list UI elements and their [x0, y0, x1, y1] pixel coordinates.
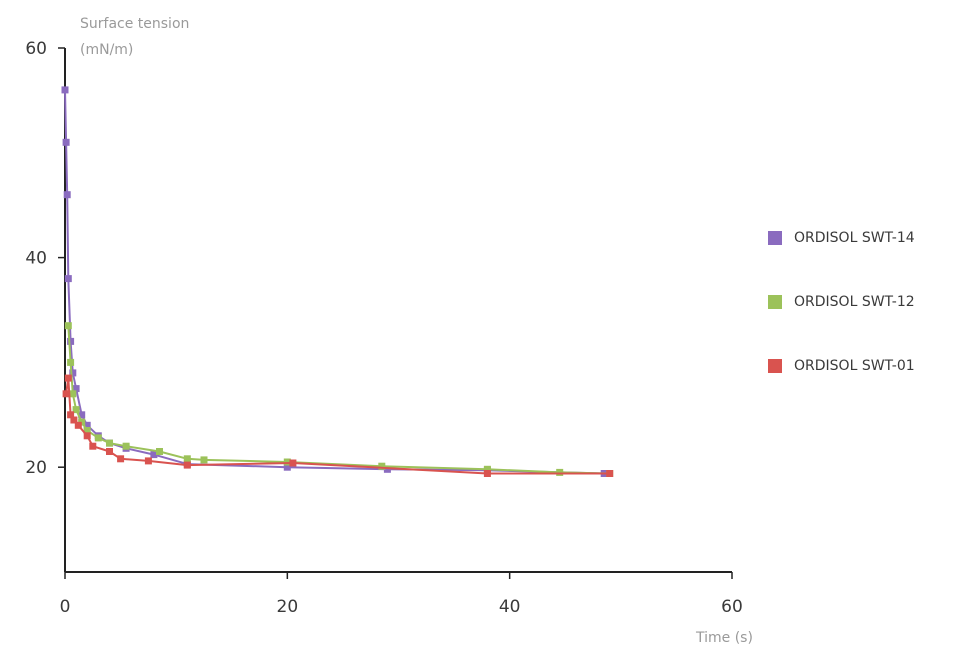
data-point: [64, 374, 72, 382]
data-point: [117, 455, 125, 463]
data-point: [289, 459, 297, 467]
data-point: [383, 465, 391, 473]
legend-label-swt-01: ORDISOL SWT-01: [794, 358, 915, 374]
data-point: [106, 448, 113, 455]
data-point: [83, 421, 91, 429]
data-point: [200, 456, 208, 464]
data-point: [183, 461, 191, 469]
data-point: [61, 86, 69, 94]
data-point: [378, 462, 386, 470]
legend-label-swt-12: ORDISOL SWT-12: [794, 294, 915, 310]
data-point: [72, 406, 80, 414]
series-ordisol-swt-01: [62, 374, 614, 477]
data-point: [122, 442, 130, 450]
y-tick-label: 60: [25, 39, 47, 59]
x-tick-label: 40: [499, 597, 521, 617]
data-point: [150, 451, 158, 459]
y-axis-title-line1: Surface tension: [80, 16, 189, 32]
data-point: [62, 138, 70, 146]
data-point: [78, 411, 86, 419]
data-point: [283, 458, 291, 466]
data-point: [74, 421, 82, 429]
data-point: [483, 465, 491, 473]
y-tick-label: 40: [25, 249, 47, 269]
data-point: [483, 470, 491, 477]
data-point: [183, 455, 191, 463]
data-point: [156, 448, 163, 455]
data-point: [67, 411, 75, 419]
series-ordisol-swt-14: [61, 86, 608, 477]
data-point: [69, 369, 77, 377]
data-point: [69, 390, 77, 398]
legend-swatch-swt-12: [768, 295, 782, 309]
x-axis-title: Time (s): [695, 630, 753, 646]
data-point: [83, 432, 91, 440]
legend-swatch-swt-14: [768, 231, 782, 245]
y-tick-label: 20: [25, 458, 47, 478]
data-point: [63, 191, 71, 199]
legend-item-swt-12: ORDISOL SWT-12: [768, 290, 968, 314]
ticks: 0 20 40 60 20 40 60: [25, 39, 742, 617]
x-tick-label: 60: [721, 597, 743, 617]
series-group: [61, 86, 614, 477]
series-line-ordisol-swt-14: [64, 89, 605, 475]
data-point: [94, 434, 102, 442]
data-point: [283, 463, 291, 471]
data-point: [67, 337, 75, 345]
legend-label-swt-14: ORDISOL SWT-14: [794, 230, 915, 246]
axes: [64, 48, 732, 573]
data-point: [83, 427, 91, 434]
series-line-ordisol-swt-12: [67, 325, 610, 475]
legend: ORDISOL SWT-14 ORDISOL SWT-12 ORDISOL SW…: [768, 226, 968, 418]
legend-item-swt-14: ORDISOL SWT-14: [768, 226, 968, 250]
data-point: [72, 385, 80, 393]
data-point: [70, 416, 78, 424]
data-point: [606, 470, 614, 477]
data-point: [64, 322, 72, 330]
data-point: [64, 275, 72, 283]
legend-swatch-swt-01: [768, 359, 782, 373]
data-point: [556, 468, 564, 476]
legend-item-swt-01: ORDISOL SWT-01: [768, 354, 968, 378]
y-axis-title-line2: (mN/m): [80, 42, 133, 58]
x-tick-label: 20: [277, 597, 299, 617]
data-point: [62, 390, 70, 398]
data-point: [106, 439, 113, 447]
x-tick-label: 0: [60, 597, 71, 617]
data-point: [144, 457, 152, 465]
data-point: [89, 442, 97, 450]
data-point: [67, 358, 75, 366]
